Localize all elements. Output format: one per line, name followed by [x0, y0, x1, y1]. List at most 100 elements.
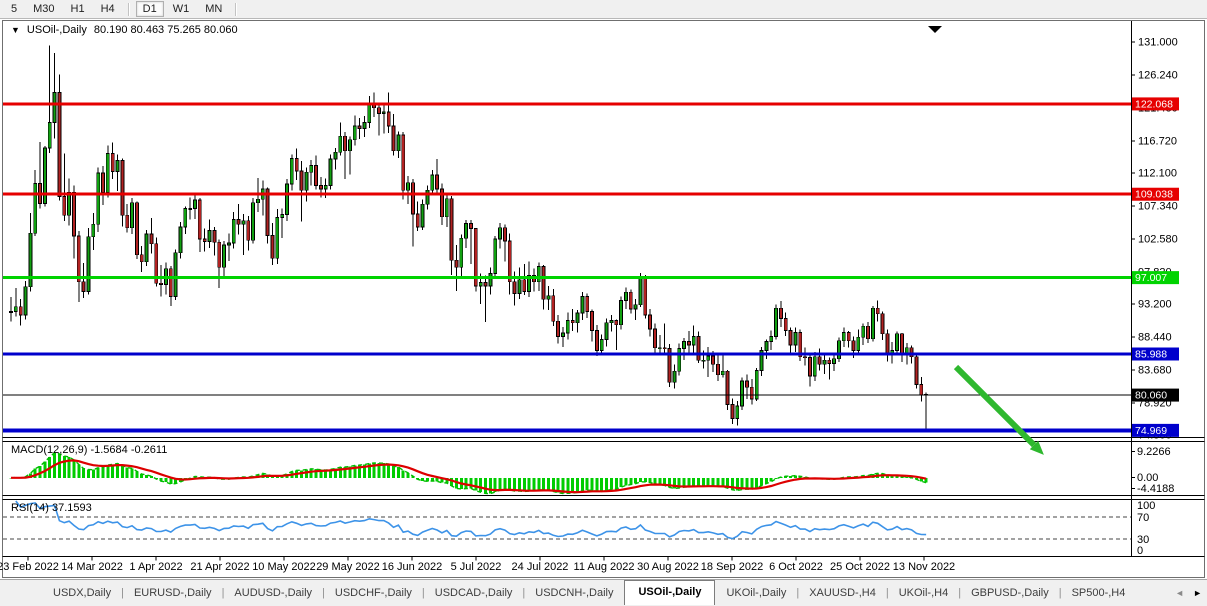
rsi-label: RSI(14) 37.1593: [11, 502, 92, 514]
rsi-layer: [3, 500, 1131, 540]
chart-tab-ukoil-daily[interactable]: UKOil-,Daily: [726, 587, 787, 599]
candles-layer: [9, 45, 929, 429]
svg-text:70: 70: [1137, 512, 1149, 524]
price-badge: 97.007: [1132, 271, 1179, 285]
svg-text:0: 0: [1137, 545, 1143, 557]
svg-text:97.820: 97.820: [1138, 266, 1172, 278]
price-axis: 131.000 126.240 121.480 116.720 112.100 107.3…: [1131, 37, 1178, 442]
svg-text:131.000: 131.000: [1138, 37, 1178, 49]
timeframe-toolbar: 5 M30 H1 H4 D1 W1 MN: [0, 0, 1207, 19]
chart-ohlc-readout: ▼ USOil-,Daily 80.190 80.463 75.265 80.0…: [11, 24, 238, 36]
timeframe-button-d1[interactable]: D1: [135, 1, 164, 17]
svg-text:11 Aug 2022: 11 Aug 2022: [574, 561, 635, 573]
macd-lines: [10, 451, 927, 495]
svg-text:14 Mar 2022: 14 Mar 2022: [61, 561, 123, 573]
timeframe-button-w1[interactable]: W1: [172, 3, 190, 15]
date-axis: 23 Feb 2022 14 Mar 2022 1 Apr 2022 21 Apr 2…: [0, 556, 955, 573]
tab-separator: |: [121, 587, 124, 599]
price-badge: 74.969: [1132, 423, 1179, 437]
svg-text:78.920: 78.920: [1138, 397, 1172, 409]
tab-separator: |: [322, 587, 325, 599]
tab-scroll-left-icon[interactable]: ◄: [1175, 588, 1185, 598]
svg-text:97.007: 97.007: [1135, 272, 1167, 284]
svg-text:83.680: 83.680: [1138, 364, 1172, 376]
svg-text:102.580: 102.580: [1138, 233, 1178, 245]
tab-separator: |: [885, 587, 889, 599]
price-badge: 85.988: [1132, 347, 1179, 361]
svg-text:0.00: 0.00: [1137, 472, 1158, 484]
timeframe-button-m30[interactable]: M30: [33, 3, 55, 15]
svg-text:100: 100: [1137, 500, 1155, 512]
chart-tabbar: USDX,Daily | EURUSD-,Daily | AUDUSD-,Daily | U…: [0, 579, 1207, 606]
tab-separator: |: [796, 587, 800, 599]
chart-tab-gbpusd-daily[interactable]: GBPUSD-,Daily: [971, 587, 1049, 599]
svg-text:5 Jul 2022: 5 Jul 2022: [451, 561, 502, 573]
chart-shift-icon[interactable]: [928, 26, 942, 33]
chart-tab-usoil-daily[interactable]: USOil-,Daily: [624, 579, 716, 605]
svg-text:-4.4188: -4.4188: [1137, 483, 1174, 495]
timeframe-button-mn[interactable]: MN: [205, 3, 223, 15]
svg-text:74.300: 74.300: [1138, 430, 1172, 442]
chart-panel-borders: [2, 20, 1205, 578]
svg-text:30: 30: [1137, 534, 1149, 546]
timeframe-button-h4[interactable]: H4: [100, 3, 115, 15]
chart-tab-usdx-daily[interactable]: USDX,Daily: [53, 587, 112, 599]
svg-text:9.2266: 9.2266: [1137, 446, 1171, 458]
chart-tab-usdcad-daily[interactable]: USDCAD-,Daily: [434, 587, 513, 599]
chart-tab-xauusd-h4[interactable]: XAUUSD-,H4: [809, 587, 876, 599]
price-badges: 122.068 109.038 97.007 85.988 80.060 74.969: [1132, 97, 1179, 437]
svg-text:122.068: 122.068: [1135, 98, 1173, 110]
svg-text:21 Apr 2022: 21 Apr 2022: [190, 561, 249, 573]
svg-text:88.440: 88.440: [1138, 332, 1172, 344]
chart-canvas[interactable]: 131.000 126.240 121.480 116.720 112.100 107.3…: [0, 0, 1207, 578]
tab-scroll-right-icon[interactable]: ►: [1193, 588, 1202, 598]
price-badge: 122.068: [1132, 97, 1179, 111]
chart-tab-usdcnh-daily[interactable]: USDCNH-,Daily: [535, 587, 614, 599]
svg-text:24 Jul 2022: 24 Jul 2022: [512, 561, 569, 573]
svg-text:30 Aug 2022: 30 Aug 2022: [637, 561, 699, 573]
chart-tab-sp500-h4[interactable]: SP500-,H4: [1071, 587, 1126, 599]
macd-layer: [9, 452, 928, 494]
annotations: [928, 26, 1044, 455]
price-badge: 109.038: [1132, 187, 1179, 201]
svg-text:16 Jun 2022: 16 Jun 2022: [382, 561, 443, 573]
svg-text:121.480: 121.480: [1138, 102, 1178, 114]
svg-text:116.720: 116.720: [1138, 135, 1177, 147]
svg-text:126.240: 126.240: [1138, 69, 1178, 81]
timeframe-button-5[interactable]: 5: [11, 3, 18, 15]
tab-separator: |: [221, 587, 225, 599]
horizontal-lines: [3, 102, 1131, 433]
svg-text:13 Nov 2022: 13 Nov 2022: [893, 561, 955, 573]
tab-separator: |: [421, 587, 425, 599]
svg-text:6 Oct 2022: 6 Oct 2022: [769, 561, 823, 573]
svg-text:93.200: 93.200: [1138, 299, 1172, 311]
macd-label: MACD(12,26,9) -1.5684 -0.2611: [11, 444, 168, 456]
trend-arrow-annotation[interactable]: [953, 364, 1044, 455]
tab-separator: |: [958, 587, 962, 599]
chart-ohlc-values: 80.190 80.463 75.265 80.060: [93, 24, 238, 36]
toolbar-separator: [127, 2, 130, 16]
chart-symbol-label: USOil-,Daily: [26, 24, 87, 36]
price-badge: 80.060: [1132, 388, 1179, 402]
toolbar-separator: [235, 2, 238, 16]
svg-text:29 May 2022: 29 May 2022: [316, 561, 380, 573]
svg-text:80.060: 80.060: [1135, 390, 1167, 402]
svg-text:10 May 2022: 10 May 2022: [252, 561, 316, 573]
tab-scroll-buttons: ◄ ►: [1175, 588, 1202, 598]
svg-text:25 Oct 2022: 25 Oct 2022: [830, 561, 890, 573]
svg-text:112.100: 112.100: [1138, 168, 1177, 180]
svg-text:74.969: 74.969: [1135, 425, 1167, 437]
timeframe-button-h1[interactable]: H1: [70, 3, 85, 15]
chart-dropdown-icon[interactable]: ▼: [11, 24, 20, 35]
tab-separator: |: [522, 587, 526, 599]
chart-tab-eurusd-daily[interactable]: EURUSD-,Daily: [133, 587, 212, 599]
svg-text:1 Apr 2022: 1 Apr 2022: [129, 561, 182, 573]
tab-separator: |: [1058, 587, 1062, 599]
chart-tab-usdchf-daily[interactable]: USDCHF-,Daily: [334, 587, 412, 599]
svg-text:107.340: 107.340: [1138, 200, 1178, 212]
chart-tab-ukoil-h4[interactable]: UKOil-,H4: [898, 587, 949, 599]
svg-text:109.038: 109.038: [1135, 189, 1173, 201]
chart-tab-audusd-daily[interactable]: AUDUSD-,Daily: [234, 587, 313, 599]
svg-text:18 Sep 2022: 18 Sep 2022: [701, 561, 763, 573]
